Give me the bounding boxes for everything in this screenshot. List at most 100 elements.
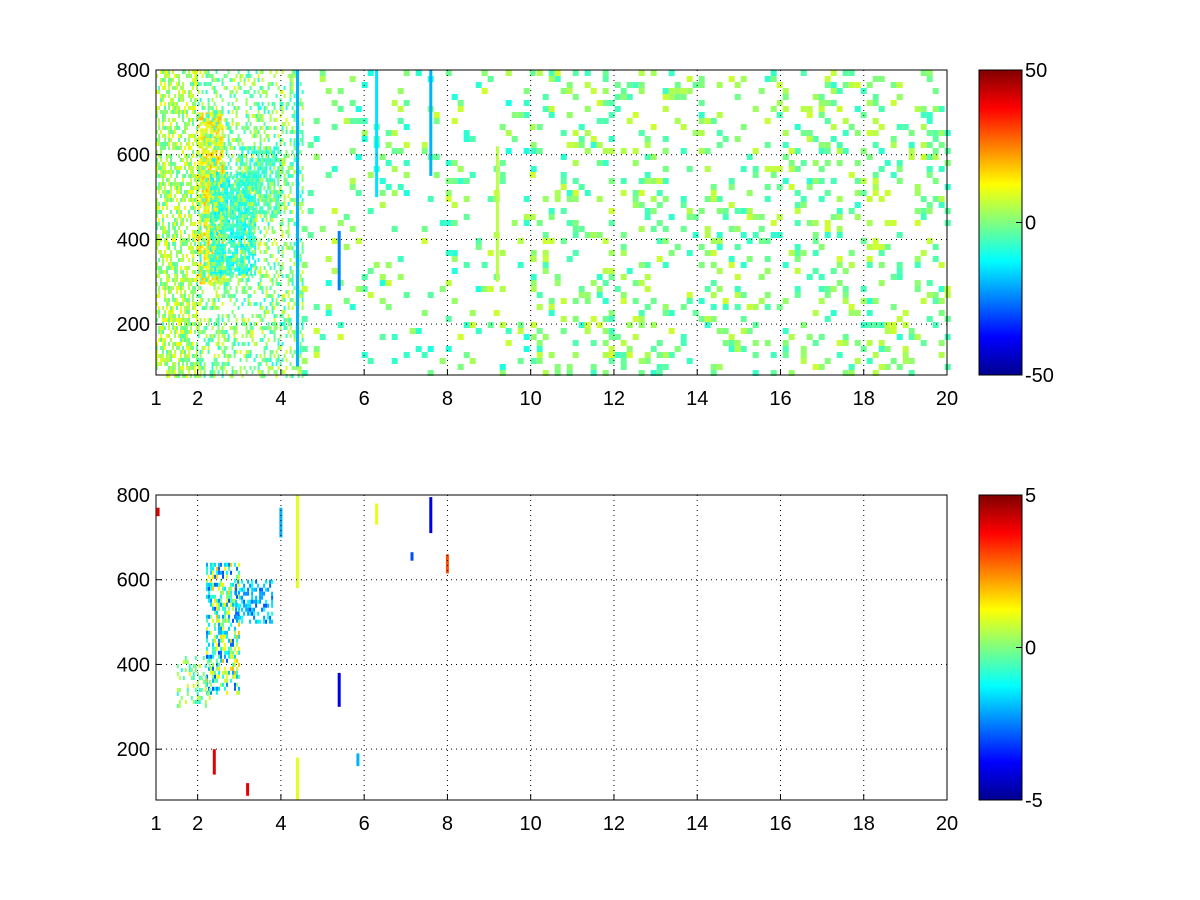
heatmap-cell — [233, 202, 236, 206]
heatmap-cell — [224, 191, 227, 196]
heatmap-cell — [287, 166, 290, 170]
heatmap-cell — [224, 251, 227, 256]
heatmap-cell — [253, 178, 256, 182]
heatmap-cell — [221, 160, 224, 165]
heatmap-cell — [166, 194, 168, 198]
heatmap-cell — [213, 158, 216, 162]
heatmap-cell — [178, 110, 180, 114]
heatmap-cell — [245, 350, 248, 354]
heatmap-cell — [249, 603, 252, 608]
heatmap-cell — [259, 126, 262, 130]
heatmap-cell — [168, 370, 170, 374]
heatmap-cell — [241, 198, 244, 202]
heatmap-cell — [236, 638, 238, 643]
heatmap-cell — [218, 602, 220, 607]
heatmap-cell — [287, 202, 290, 206]
heatmap-cell — [201, 146, 204, 150]
heatmap-cell — [212, 574, 214, 579]
heatmap-cell — [926, 172, 933, 178]
heatmap-cell — [267, 322, 270, 326]
heatmap-cell — [186, 310, 188, 314]
heatmap-cell — [205, 180, 208, 185]
heatmap-cell — [836, 280, 843, 286]
heatmap-cell — [331, 208, 338, 214]
heatmap-cell — [172, 214, 174, 218]
heatmap-cell — [224, 666, 226, 671]
heatmap-cell — [277, 170, 280, 174]
heatmap-cell — [219, 262, 222, 266]
heatmap-cell — [176, 234, 178, 238]
heatmap-cell — [160, 358, 162, 362]
heatmap-cell — [529, 172, 536, 178]
heatmap-cell — [227, 126, 230, 130]
heatmap-cell — [932, 148, 939, 154]
heatmap-cell — [190, 174, 192, 178]
heatmap-cell — [283, 310, 286, 314]
heatmap-cell — [241, 278, 244, 282]
heatmap-cell — [162, 338, 164, 342]
heatmap-cell — [277, 202, 280, 206]
heatmap-cell — [259, 282, 262, 286]
heatmap-cell — [205, 184, 208, 189]
heatmap-cell — [180, 158, 182, 162]
heatmap-cell — [253, 130, 256, 134]
heatmap-cell — [269, 202, 272, 206]
heatmap-cell — [240, 235, 243, 240]
heatmap-cell — [184, 322, 186, 326]
heatmap-cell — [259, 326, 262, 330]
heatmap-cell — [275, 94, 278, 98]
heatmap-cell — [180, 230, 182, 234]
heatmap-cell — [343, 244, 350, 250]
heatmap-cell — [215, 218, 218, 222]
heatmap-cell — [233, 354, 236, 358]
heatmap-cell — [289, 246, 292, 250]
heatmap-cell — [487, 286, 494, 292]
heatmap-cell — [421, 310, 428, 316]
heatmap-cell — [281, 262, 284, 266]
heatmap-cell — [243, 206, 246, 211]
heatmap-cell — [896, 178, 903, 184]
heatmap-cell — [164, 342, 166, 346]
heatmap-cell — [301, 198, 304, 202]
heatmap-cell — [656, 370, 663, 376]
heatmap-cell — [197, 326, 200, 330]
heatmap-cell — [213, 138, 216, 142]
heatmap-cell — [176, 250, 178, 254]
heatmap-cell — [205, 156, 208, 161]
heatmap-cell — [190, 362, 192, 366]
heatmap-cell — [172, 106, 174, 110]
heatmap-cell — [860, 346, 867, 352]
heatmap-cell — [872, 322, 879, 328]
heatmap-cell — [196, 70, 198, 74]
heatmap-cell — [231, 342, 234, 346]
heatmap-cell — [172, 110, 174, 114]
heatmap-cell — [210, 219, 213, 224]
heatmap-cell — [548, 70, 555, 76]
heatmap-cell — [168, 342, 170, 346]
heatmap-cell — [650, 346, 657, 352]
heatmap-cell — [301, 118, 304, 122]
heatmap-cell — [180, 302, 182, 306]
heatmap-cell — [836, 226, 843, 232]
heatmap-cell — [287, 102, 290, 106]
heatmap-cell — [192, 102, 194, 106]
heatmap-cell — [194, 82, 196, 86]
heatmap-cell — [203, 274, 206, 278]
heatmap-cell — [180, 330, 182, 334]
x-tick-label: 4 — [275, 388, 286, 410]
heatmap-cell — [216, 211, 219, 216]
heatmap-cell — [219, 152, 222, 157]
heatmap-cell — [602, 100, 609, 106]
heatmap-cell — [170, 314, 172, 318]
heatmap-cell — [160, 146, 162, 150]
heatmap-cell — [818, 94, 825, 100]
heatmap-cell — [830, 82, 837, 88]
heatmap-cell — [186, 688, 189, 692]
heatmap-cell — [299, 202, 302, 206]
heatmap-cell — [168, 78, 170, 82]
heatmap-cell — [289, 266, 292, 270]
heatmap-cell — [445, 220, 452, 226]
heatmap-cell — [890, 358, 897, 364]
heatmap-cell — [273, 330, 276, 334]
heatmap-cell — [255, 118, 258, 122]
